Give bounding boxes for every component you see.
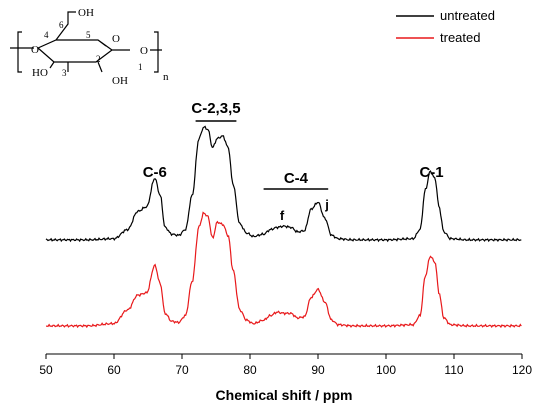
peak-annotations: C-6 C-2,3,5 C-4 f j C-1 xyxy=(143,100,444,223)
x-axis-title: Chemical shift / ppm xyxy=(216,387,353,403)
structure-num-1: 1 xyxy=(138,62,143,72)
structure-bridge-oxygen-left: O xyxy=(31,44,39,56)
x-tick-label: 70 xyxy=(175,363,189,377)
structure-oh-left: HO xyxy=(32,67,48,79)
structure-oh-top: OH xyxy=(78,7,94,19)
peak-label-j: j xyxy=(324,197,329,212)
structure-bracket-left xyxy=(17,31,22,73)
structure-num-6: 6 xyxy=(59,20,64,30)
structure-oh-bottom: OH xyxy=(112,75,128,87)
peak-label-c235: C-2,3,5 xyxy=(191,100,240,117)
x-tick-label: 50 xyxy=(39,363,53,377)
legend-label-untreated: untreated xyxy=(440,8,495,23)
structure-bond xyxy=(10,11,162,73)
peak-label-c1: C-1 xyxy=(419,164,443,181)
structure-num-3: 3 xyxy=(62,68,67,78)
x-tick-label: 100 xyxy=(376,363,396,377)
structure-bridge-oxygen-right: O xyxy=(140,45,148,57)
x-tick-label: 60 xyxy=(107,363,121,377)
legend: untreated treated xyxy=(396,8,495,45)
legend-label-treated: treated xyxy=(440,30,480,45)
peak-label-f: f xyxy=(280,208,285,223)
x-tick-label: 90 xyxy=(311,363,325,377)
x-tick-label: 110 xyxy=(444,363,463,377)
x-tick-label: 80 xyxy=(243,363,257,377)
structure-ring-oxygen: O xyxy=(112,33,120,45)
peak-label-c4: C-4 xyxy=(284,170,309,187)
series-line-treated xyxy=(45,211,522,329)
structure-num-4: 4 xyxy=(44,30,49,40)
peak-label-c6: C-6 xyxy=(143,164,167,181)
structure-num-5: 5 xyxy=(86,30,91,40)
cellulose-structure-diagram: OH O O O HO OH n 6 5 4 3 2 1 xyxy=(10,7,169,87)
structure-bracket-right xyxy=(154,31,159,73)
x-tick-label: 120 xyxy=(512,363,532,377)
series-line-untreated xyxy=(45,125,522,243)
structure-n: n xyxy=(163,71,169,83)
structure-num-2: 2 xyxy=(96,54,101,64)
x-axis-ticks: 50 60 70 80 90 100 110 120 xyxy=(39,354,532,377)
